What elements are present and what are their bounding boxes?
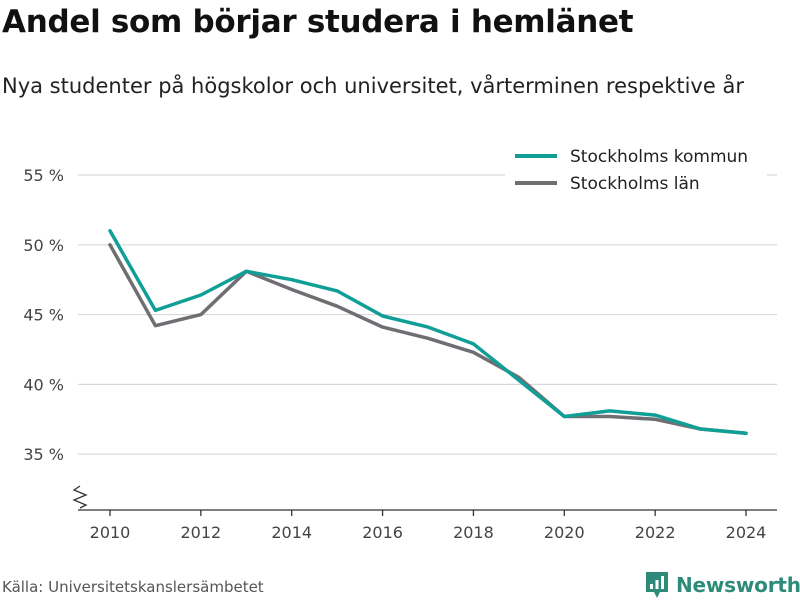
x-tick-label: 2016 <box>362 523 403 542</box>
legend: Stockholms kommun Stockholms län <box>505 140 767 196</box>
y-tick-labels: 35 % 40 % 45 % 50 % 55 % <box>23 166 64 464</box>
x-tick-label: 2022 <box>635 523 676 542</box>
y-tick-label: 45 % <box>23 306 64 325</box>
newsworthy-logo-icon <box>646 572 668 598</box>
chart-title: Andel som börjar studera i hemlänet <box>2 4 634 40</box>
x-tick-label: 2020 <box>544 523 585 542</box>
y-tick-label: 55 % <box>23 166 64 185</box>
y-tick-label: 35 % <box>23 445 64 464</box>
x-tick-label: 2018 <box>453 523 494 542</box>
source-note: Källa: Universitetskanslersämbetet <box>2 578 264 596</box>
legend-label: Stockholms kommun <box>570 147 748 167</box>
y-tick-label: 50 % <box>23 236 64 255</box>
x-tick-label: 2012 <box>180 523 221 542</box>
gridlines <box>78 174 777 455</box>
chart-subtitle: Nya studenter på högskolor och universit… <box>2 74 744 98</box>
series-lines <box>108 229 748 435</box>
legend-label: Stockholms län <box>570 174 700 194</box>
x-tick-label: 2024 <box>726 523 767 542</box>
brand-logo: Newsworthy <box>644 570 800 600</box>
series-line <box>108 243 748 435</box>
x-tick-label: 2010 <box>90 523 131 542</box>
x-tick-labels: 2010 2012 2014 2016 2018 2020 2022 2024 <box>90 523 767 542</box>
y-tick-label: 40 % <box>23 375 64 394</box>
axes <box>72 485 777 516</box>
legend-box <box>505 140 767 196</box>
series-line <box>108 229 748 435</box>
brand-name: Newsworthy <box>676 573 800 597</box>
axis-break-icon <box>72 485 88 509</box>
x-tick-label: 2014 <box>271 523 312 542</box>
